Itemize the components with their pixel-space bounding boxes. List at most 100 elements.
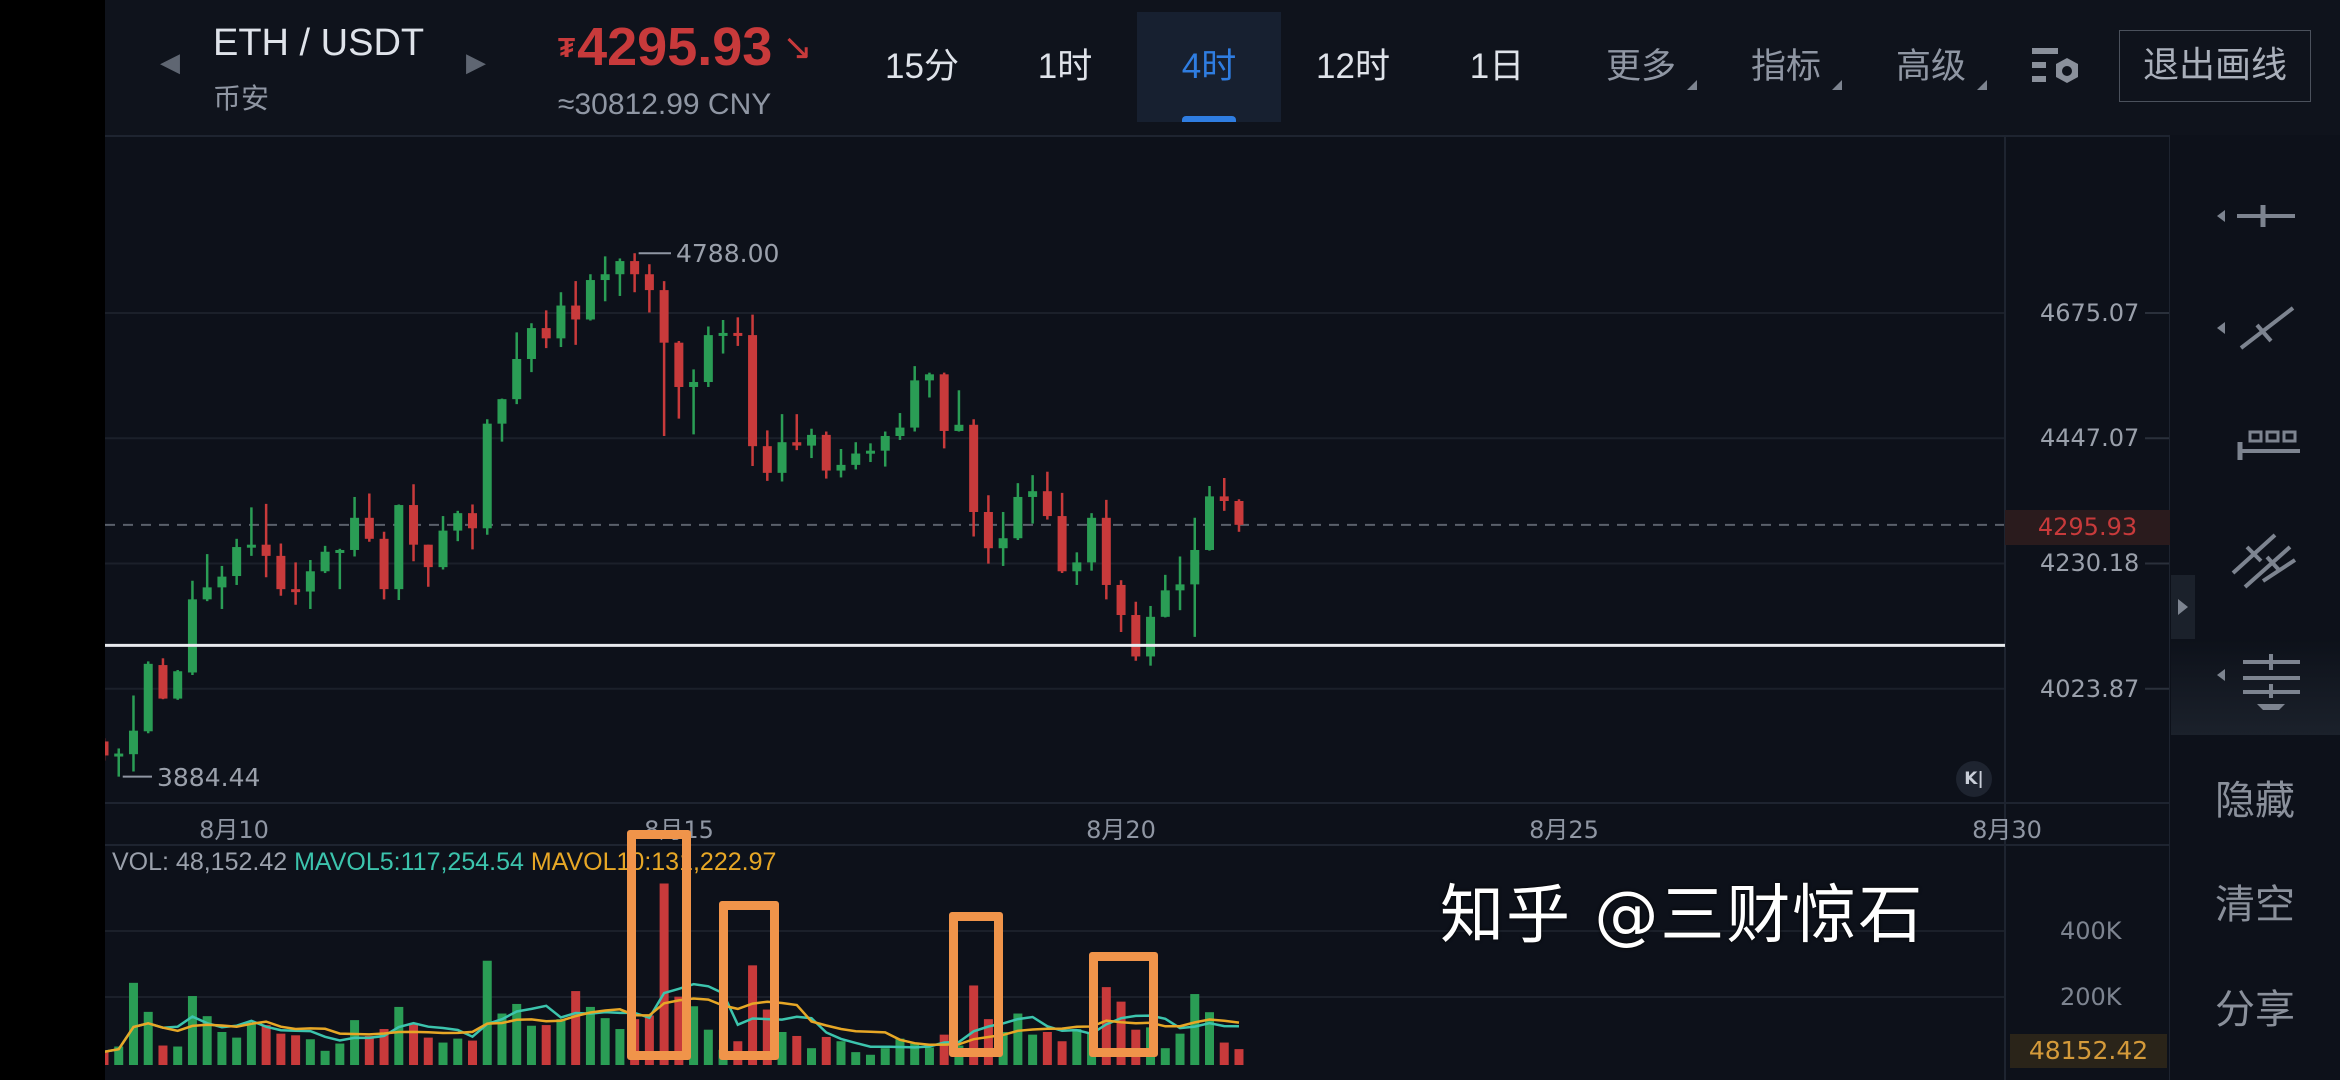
- volume-bar: [320, 1050, 330, 1065]
- candle-body: [1028, 491, 1038, 497]
- dropdown-corner-icon: [1832, 80, 1842, 90]
- candle-body: [1175, 584, 1185, 591]
- candle-body: [497, 399, 507, 424]
- volume-bar: [512, 1003, 522, 1065]
- candle-down: [821, 431, 831, 479]
- candle-up: [394, 504, 404, 600]
- candle-up: [305, 560, 315, 609]
- candle-up: [1160, 574, 1170, 618]
- candle-body: [748, 335, 758, 447]
- candle-down: [276, 543, 286, 596]
- volume-bar: [659, 883, 669, 1065]
- candle-body: [158, 665, 168, 699]
- tab-4h[interactable]: 4时: [1137, 12, 1281, 122]
- candle-down: [659, 281, 669, 437]
- candle-body: [1146, 616, 1156, 657]
- candle-body: [276, 555, 286, 590]
- hide-drawings-button[interactable]: 隐藏: [2215, 778, 2295, 824]
- exit-drawing-button[interactable]: 退出画线: [2119, 30, 2311, 102]
- volume-bar: [114, 1046, 124, 1065]
- parallel-channel-tool-icon[interactable]: [2205, 525, 2315, 595]
- candle-down: [409, 484, 419, 562]
- horizontal-line-tool-icon[interactable]: [2205, 181, 2315, 251]
- candle-down: [748, 314, 758, 467]
- candle-body: [939, 374, 949, 431]
- candle-down: [541, 310, 551, 349]
- tab-15m[interactable]: 15分: [885, 47, 959, 86]
- menu-more[interactable]: 更多: [1581, 12, 1701, 122]
- tab-12h[interactable]: 12时: [1316, 47, 1390, 86]
- volume-bar: [105, 1051, 109, 1065]
- candle-body: [217, 576, 227, 588]
- volume-bar: [1205, 1012, 1214, 1065]
- candle-body: [703, 335, 713, 383]
- tab-1h[interactable]: 1时: [1037, 47, 1093, 86]
- volume-bar: [217, 1032, 227, 1065]
- candle-body: [202, 587, 212, 600]
- candle-body: [1205, 496, 1214, 550]
- candle-down: [379, 531, 389, 600]
- candle-down: [468, 504, 477, 550]
- volume-bar: [1116, 1001, 1126, 1065]
- cny-price: ≈30812.99 CNY: [558, 88, 772, 121]
- candle-up: [777, 414, 787, 482]
- candle-body: [468, 513, 477, 529]
- price-range-tool-icon[interactable]: [2205, 408, 2315, 478]
- volume-bar: [482, 960, 492, 1065]
- next-pair-arrow-icon[interactable]: ▶: [466, 48, 486, 78]
- current-volume-tag: 48152.42: [2010, 1034, 2167, 1068]
- exchange-name: 币安: [213, 82, 270, 115]
- scroll-to-latest-button[interactable]: K|: [1956, 761, 1992, 797]
- volume-bar: [158, 1045, 168, 1065]
- volume-bar: [438, 1042, 448, 1065]
- menu-indicators[interactable]: 指标: [1726, 12, 1846, 122]
- trading-pair[interactable]: ETH / USDT: [213, 22, 425, 64]
- menu-advanced[interactable]: 高级: [1871, 12, 1991, 122]
- candle-body: [954, 424, 964, 431]
- date-tick-label: 8月25: [1529, 816, 1599, 844]
- volume-bar: [748, 965, 758, 1065]
- candle-up: [232, 538, 242, 585]
- candle-down: [1116, 580, 1126, 632]
- candle-down: [423, 544, 433, 587]
- watermark: 知乎 @三财惊石: [1440, 879, 1925, 953]
- volume-highlight-box: [627, 830, 691, 1060]
- clear-drawings-button[interactable]: 清空: [2215, 882, 2295, 928]
- candle-up: [512, 332, 522, 405]
- candles: [105, 253, 1244, 777]
- candle-body: [615, 261, 625, 275]
- chart-settings-icon[interactable]: [2030, 44, 2084, 90]
- candle-body: [762, 446, 772, 473]
- volume-bar: [468, 1040, 477, 1065]
- candle-body: [105, 741, 109, 756]
- tab-1d[interactable]: 1日: [1469, 47, 1525, 86]
- volume-bar: [541, 1025, 551, 1065]
- fibonacci-tool-icon[interactable]: [2205, 640, 2315, 710]
- candle-body: [630, 261, 640, 275]
- candle-down: [1057, 492, 1067, 574]
- candle-body: [556, 305, 566, 339]
- candle-body: [261, 544, 271, 556]
- trend-line-tool-icon[interactable]: [2205, 293, 2315, 363]
- share-button[interactable]: 分享: [2215, 987, 2295, 1033]
- volume-bar: [571, 991, 581, 1065]
- candle-down: [571, 281, 581, 345]
- candle-up: [689, 369, 699, 435]
- volume-highlight-box: [1089, 952, 1158, 1057]
- volume-bar: [865, 1054, 875, 1065]
- collapse-toolbar-button[interactable]: [2171, 575, 2195, 639]
- volume-bar: [143, 1011, 153, 1065]
- volume-bar: [246, 1022, 256, 1065]
- volume-bar: [276, 1033, 286, 1065]
- prev-pair-arrow-icon[interactable]: ◀: [160, 48, 180, 78]
- candle-body: [1234, 500, 1244, 525]
- volume-bar: [364, 1035, 374, 1065]
- volume-bar: [644, 1015, 654, 1065]
- date-tick-label: 8月10: [199, 816, 269, 844]
- candle-down: [939, 372, 949, 449]
- candle-up: [600, 256, 610, 302]
- volume-bar: [851, 1052, 861, 1065]
- volume-bar: [807, 1048, 817, 1065]
- date-tick-label: 8月20: [1086, 816, 1156, 844]
